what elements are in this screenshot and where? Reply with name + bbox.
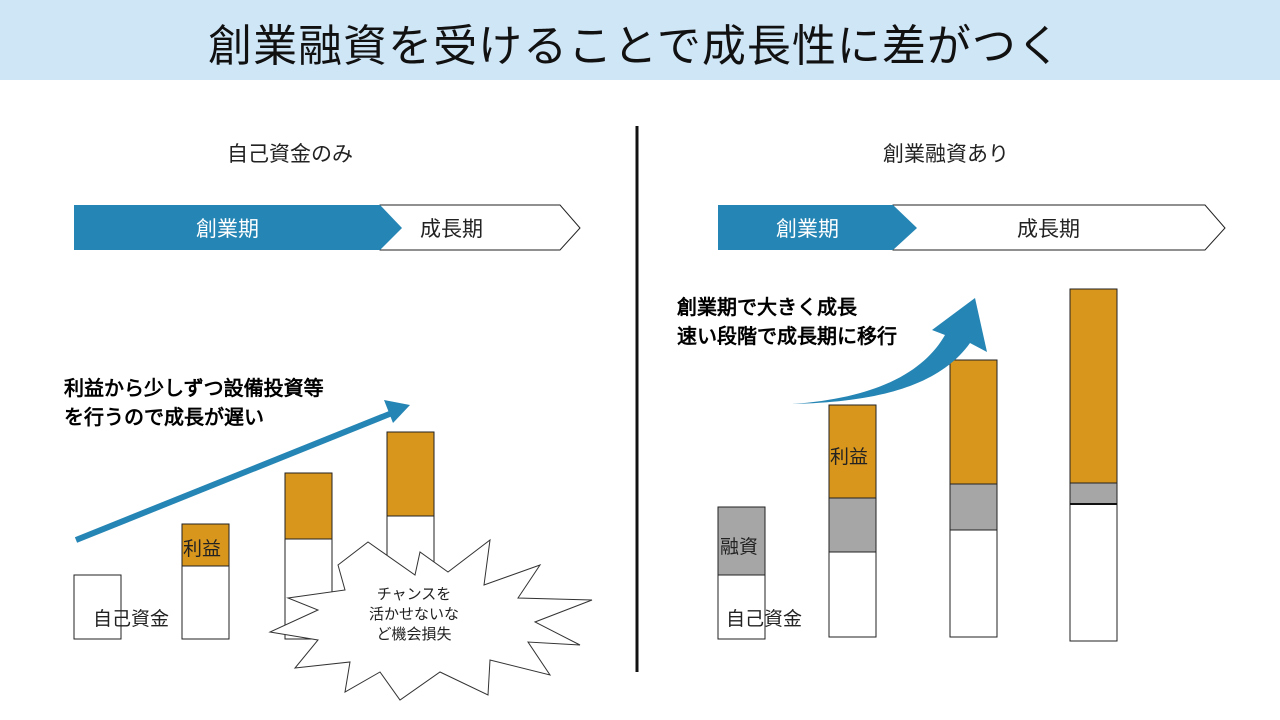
right-panel-heading: 創業融資あり xyxy=(883,142,1009,166)
left-growth-arrow-head xyxy=(384,400,410,423)
right-phase-startup-chevron xyxy=(718,205,917,250)
left-growth-arrow-shaft xyxy=(74,410,394,543)
left-profit-label: 利益 xyxy=(183,538,222,560)
right-bar-2-profit xyxy=(828,404,877,499)
right-bar-3-profit xyxy=(949,359,998,485)
burst-text: チャンスを 活かせないな ど機会損失 xyxy=(368,585,459,643)
right-bar-4-profit xyxy=(1069,288,1118,484)
right-bar-3-own-funds xyxy=(949,529,998,638)
right-bar-1-own-funds xyxy=(717,574,766,640)
left-bar-2-own-funds xyxy=(181,565,230,640)
right-profit-label: 利益 xyxy=(830,446,869,468)
right-bar-4-loan xyxy=(1069,482,1118,505)
right-growth-curved-arrow xyxy=(792,298,987,404)
left-bar-2-profit xyxy=(181,523,230,567)
right-bar-2-loan xyxy=(828,497,877,553)
page-title: 創業融資を受けることで成長性に差がつく xyxy=(208,21,1062,72)
right-note: 創業期で大きく成長 速い段階で成長期に移行 xyxy=(677,295,897,348)
opportunity-loss-burst xyxy=(268,538,593,701)
right-bar-4-own-funds xyxy=(1069,503,1118,642)
left-bar-4-profit xyxy=(386,431,435,517)
right-bar-2-own-funds xyxy=(828,551,877,638)
left-note: 利益から少しずつ設備投資等 を行うので成長が遅い xyxy=(64,376,324,429)
right-bar-1-loan xyxy=(717,506,766,576)
left-bar-1-own-funds xyxy=(73,574,122,640)
left-phase-startup-chevron xyxy=(74,205,402,250)
right-phase-growth-label: 成長期 xyxy=(1017,217,1080,241)
right-bar-3-loan xyxy=(949,483,998,531)
right-loan-label: 融資 xyxy=(720,536,759,558)
left-phase-growth-label: 成長期 xyxy=(420,217,483,241)
left-own-funds-label: 自己資金 xyxy=(93,608,170,630)
title-bar xyxy=(0,0,1280,80)
left-phase-startup-label: 創業期 xyxy=(196,217,259,241)
right-own-funds-label: 自己資金 xyxy=(726,608,803,630)
left-bar-3-profit xyxy=(284,472,333,540)
left-panel-heading: 自己資金のみ xyxy=(227,142,353,166)
right-phase-startup-label: 創業期 xyxy=(776,217,839,241)
